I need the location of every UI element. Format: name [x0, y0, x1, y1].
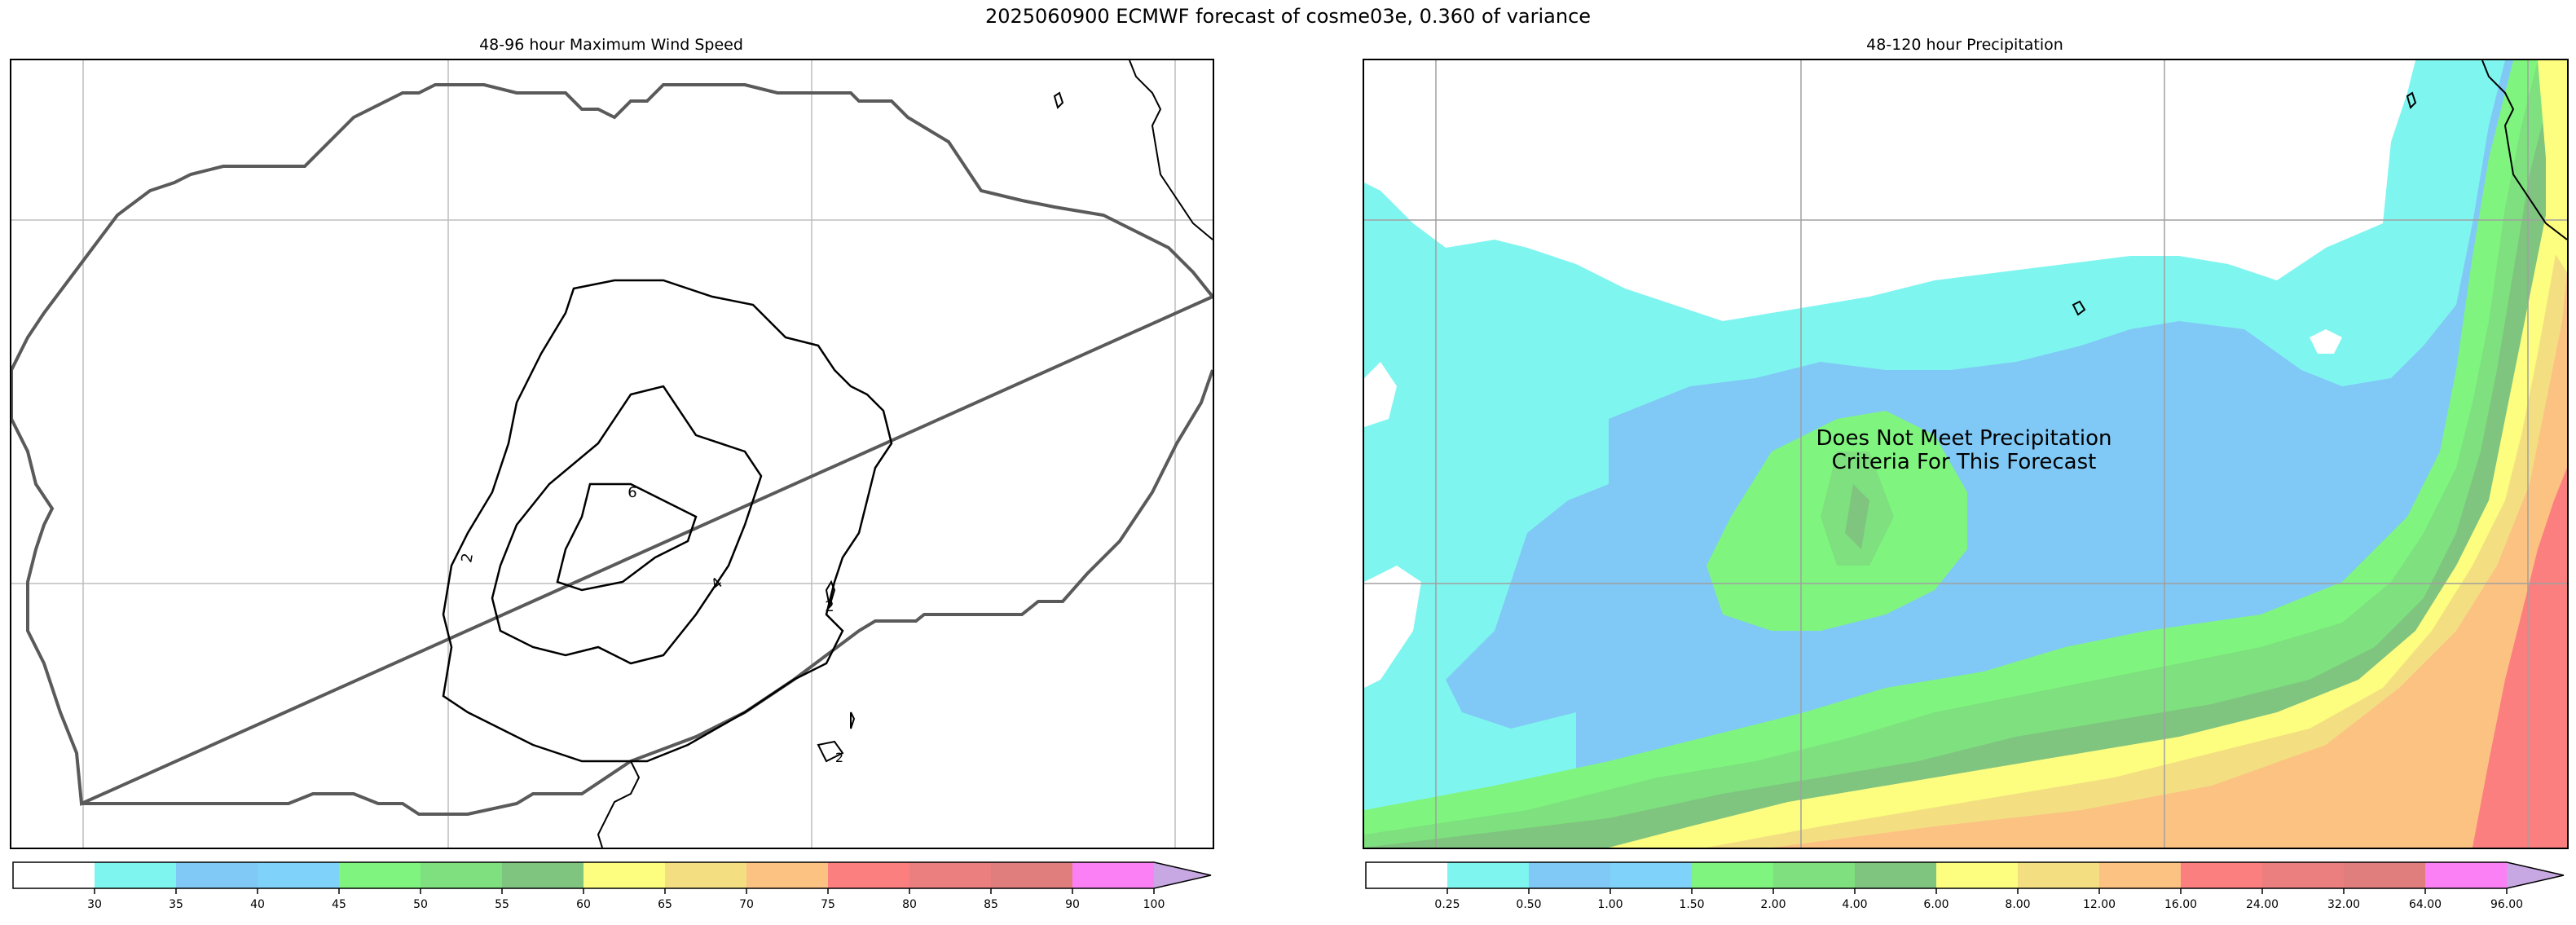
precipitation-map [1363, 59, 2569, 849]
colorbar-tick-label: 2.00 [1760, 898, 1786, 911]
left-panel-title: 48-96 hour Maximum Wind Speed [479, 36, 743, 54]
wind-colorbar-ticks: 30 35 40 45 50 55 60 65 70 75 80 85 90 100 [13, 898, 1211, 914]
precip-colorbar-ticks: 0.25 0.50 1.00 1.50 2.00 4.00 6.00 8.00 12.00 16.… [1366, 898, 2564, 914]
colorbar-tick-label: 64.00 [2408, 898, 2442, 911]
coastline-island-2 [2072, 300, 2086, 316]
precipitation-notice: Does Not Meet Precipitation Criteria For… [1816, 426, 2112, 474]
colorbar-tick-label: 85 [984, 898, 998, 911]
colorbar-segment [258, 862, 340, 888]
right-panel-title: 48-120 hour Precipitation [1866, 36, 2063, 54]
contour-label: 2 [825, 598, 834, 615]
colorbar-segment [2262, 862, 2345, 888]
contour-2 [442, 279, 893, 763]
colorbar-segment [2099, 862, 2182, 888]
colorbar-tick-label: 75 [821, 898, 835, 911]
map-gridlines [11, 60, 1213, 848]
colorbar-segment [665, 862, 747, 888]
wind-colorbar [12, 861, 1212, 894]
colorbar-segment [909, 862, 992, 888]
colorbar-segment [176, 862, 258, 888]
colorbar-outline [12, 861, 1212, 889]
contour-label: 6 [627, 484, 637, 501]
contour-small-2 [817, 740, 844, 763]
colorbar-tick-label: 96.00 [2490, 898, 2524, 911]
coastline-bottom [597, 760, 641, 848]
colorbar-tick-label: 1.50 [1679, 898, 1705, 911]
colorbar-tick-label: 40 [250, 898, 265, 911]
colorbar-tick-label: 1.00 [1597, 898, 1623, 911]
colorbar-segment [502, 862, 584, 888]
contour-small [825, 579, 836, 607]
colorbar-tick-label: 8.00 [2005, 898, 2031, 911]
precip-colorbar [1365, 861, 2565, 894]
colorbar-segment [746, 862, 829, 888]
colorbar-segment [2344, 862, 2426, 888]
coastline [2481, 60, 2567, 240]
coastline-island [2406, 91, 2417, 109]
precip-mid-green [1364, 60, 2567, 848]
colorbar-segment [991, 862, 1073, 888]
colorbar-tick-label: 32.00 [2327, 898, 2361, 911]
contour-small-3 [850, 711, 856, 729]
colorbar-segment [421, 862, 503, 888]
colorbar-segment [1072, 862, 1155, 888]
map-gridlines [1364, 60, 2567, 848]
colorbar-tick-label: 35 [169, 898, 183, 911]
colorbar-segment [95, 862, 177, 888]
colorbar-segment [1154, 862, 1211, 888]
colorbar-tick-label: 6.00 [1923, 898, 1949, 911]
contour-label: 2 [834, 750, 844, 765]
colorbar-segment [339, 862, 421, 888]
colorbar-tick-label: 90 [1065, 898, 1080, 911]
colorbar-segment [583, 862, 666, 888]
colorbar-segment [1610, 862, 1693, 888]
colorbar-segment [2507, 862, 2564, 888]
colorbar-tick-label: 55 [495, 898, 509, 911]
colorbar-tick-label: 0.25 [1434, 898, 1460, 911]
colorbar-segment [2181, 862, 2263, 888]
colorbar-segment [2018, 862, 2100, 888]
contour-6 [556, 482, 698, 592]
coastline [1129, 60, 1213, 240]
precip-top-right-yellow [2538, 60, 2567, 272]
precip-red [2473, 468, 2567, 848]
figure-suptitle: 2025060900 ECMWF forecast of cosme03e, 0… [984, 5, 1592, 28]
colorbar-tick-label: 4.00 [1842, 898, 1868, 911]
coastline-island [1053, 91, 1064, 109]
colorbar-segment [1366, 862, 1448, 888]
colorbar-segment [13, 862, 95, 888]
colorbar-tick-label: 100 [1143, 898, 1165, 911]
colorbar-tick-label: 16.00 [2164, 898, 2198, 911]
wind-speed-map: 2 4 6 2 2 [10, 59, 1214, 849]
colorbar-segment [2425, 862, 2508, 888]
contour-4 [491, 385, 763, 665]
colorbar-segment [1773, 862, 1856, 888]
colorbar-tick-label: 24.00 [2245, 898, 2279, 911]
colorbar-segment [1692, 862, 1774, 888]
colorbar-tick-label: 65 [658, 898, 672, 911]
colorbar-segment [1529, 862, 1611, 888]
colorbar-tick-label: 45 [332, 898, 346, 911]
colorbar-tick-label: 50 [413, 898, 428, 911]
colorbar-tick-label: 80 [902, 898, 917, 911]
colorbar-outline [1365, 861, 2565, 889]
colorbar-tick-label: 30 [87, 898, 102, 911]
colorbar-segment [828, 862, 910, 888]
colorbar-tick-label: 70 [739, 898, 754, 911]
colorbar-tick-label: 12.00 [2082, 898, 2116, 911]
colorbar-segment [1855, 862, 1937, 888]
colorbar-tick-label: 0.50 [1516, 898, 1542, 911]
colorbar-tick-label: 60 [576, 898, 591, 911]
domain-boundary [11, 83, 1213, 816]
colorbar-segment [1936, 862, 2019, 888]
precip-white-areas [1364, 60, 2415, 688]
colorbar-segment [1447, 862, 1530, 888]
